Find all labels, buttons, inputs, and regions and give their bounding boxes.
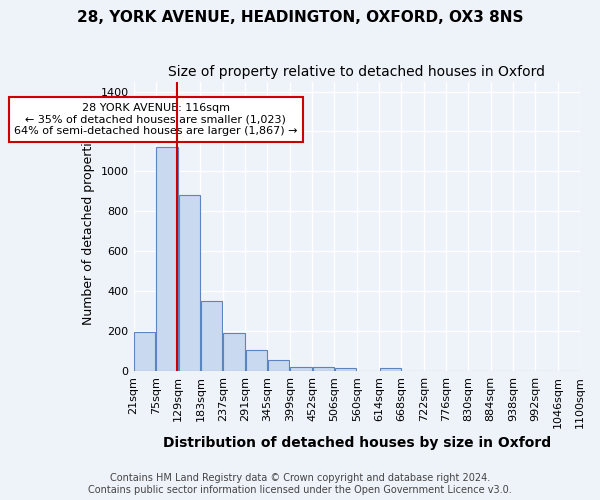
Bar — [201, 302, 222, 371]
Bar — [134, 332, 155, 371]
Bar — [380, 368, 401, 371]
Bar — [313, 367, 334, 371]
Text: Contains HM Land Registry data © Crown copyright and database right 2024.
Contai: Contains HM Land Registry data © Crown c… — [88, 474, 512, 495]
Title: Size of property relative to detached houses in Oxford: Size of property relative to detached ho… — [168, 65, 545, 79]
Y-axis label: Number of detached properties: Number of detached properties — [82, 128, 95, 324]
X-axis label: Distribution of detached houses by size in Oxford: Distribution of detached houses by size … — [163, 436, 551, 450]
Text: 28, YORK AVENUE, HEADINGTON, OXFORD, OX3 8NS: 28, YORK AVENUE, HEADINGTON, OXFORD, OX3… — [77, 10, 523, 25]
Bar — [157, 147, 178, 371]
Text: 28 YORK AVENUE: 116sqm
← 35% of detached houses are smaller (1,023)
64% of semi-: 28 YORK AVENUE: 116sqm ← 35% of detached… — [14, 103, 298, 136]
Bar — [290, 366, 311, 371]
Bar — [179, 196, 200, 371]
Bar — [268, 360, 289, 371]
Bar — [245, 350, 267, 371]
Bar — [223, 332, 245, 371]
Bar — [335, 368, 356, 371]
